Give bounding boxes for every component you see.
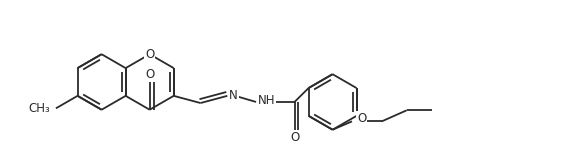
Text: CH₃: CH₃ — [28, 102, 50, 115]
Text: O: O — [357, 112, 366, 125]
Text: O: O — [290, 131, 299, 144]
Text: N: N — [229, 89, 238, 102]
Text: O: O — [145, 48, 155, 61]
Text: NH: NH — [258, 94, 275, 107]
Text: O: O — [145, 67, 155, 81]
